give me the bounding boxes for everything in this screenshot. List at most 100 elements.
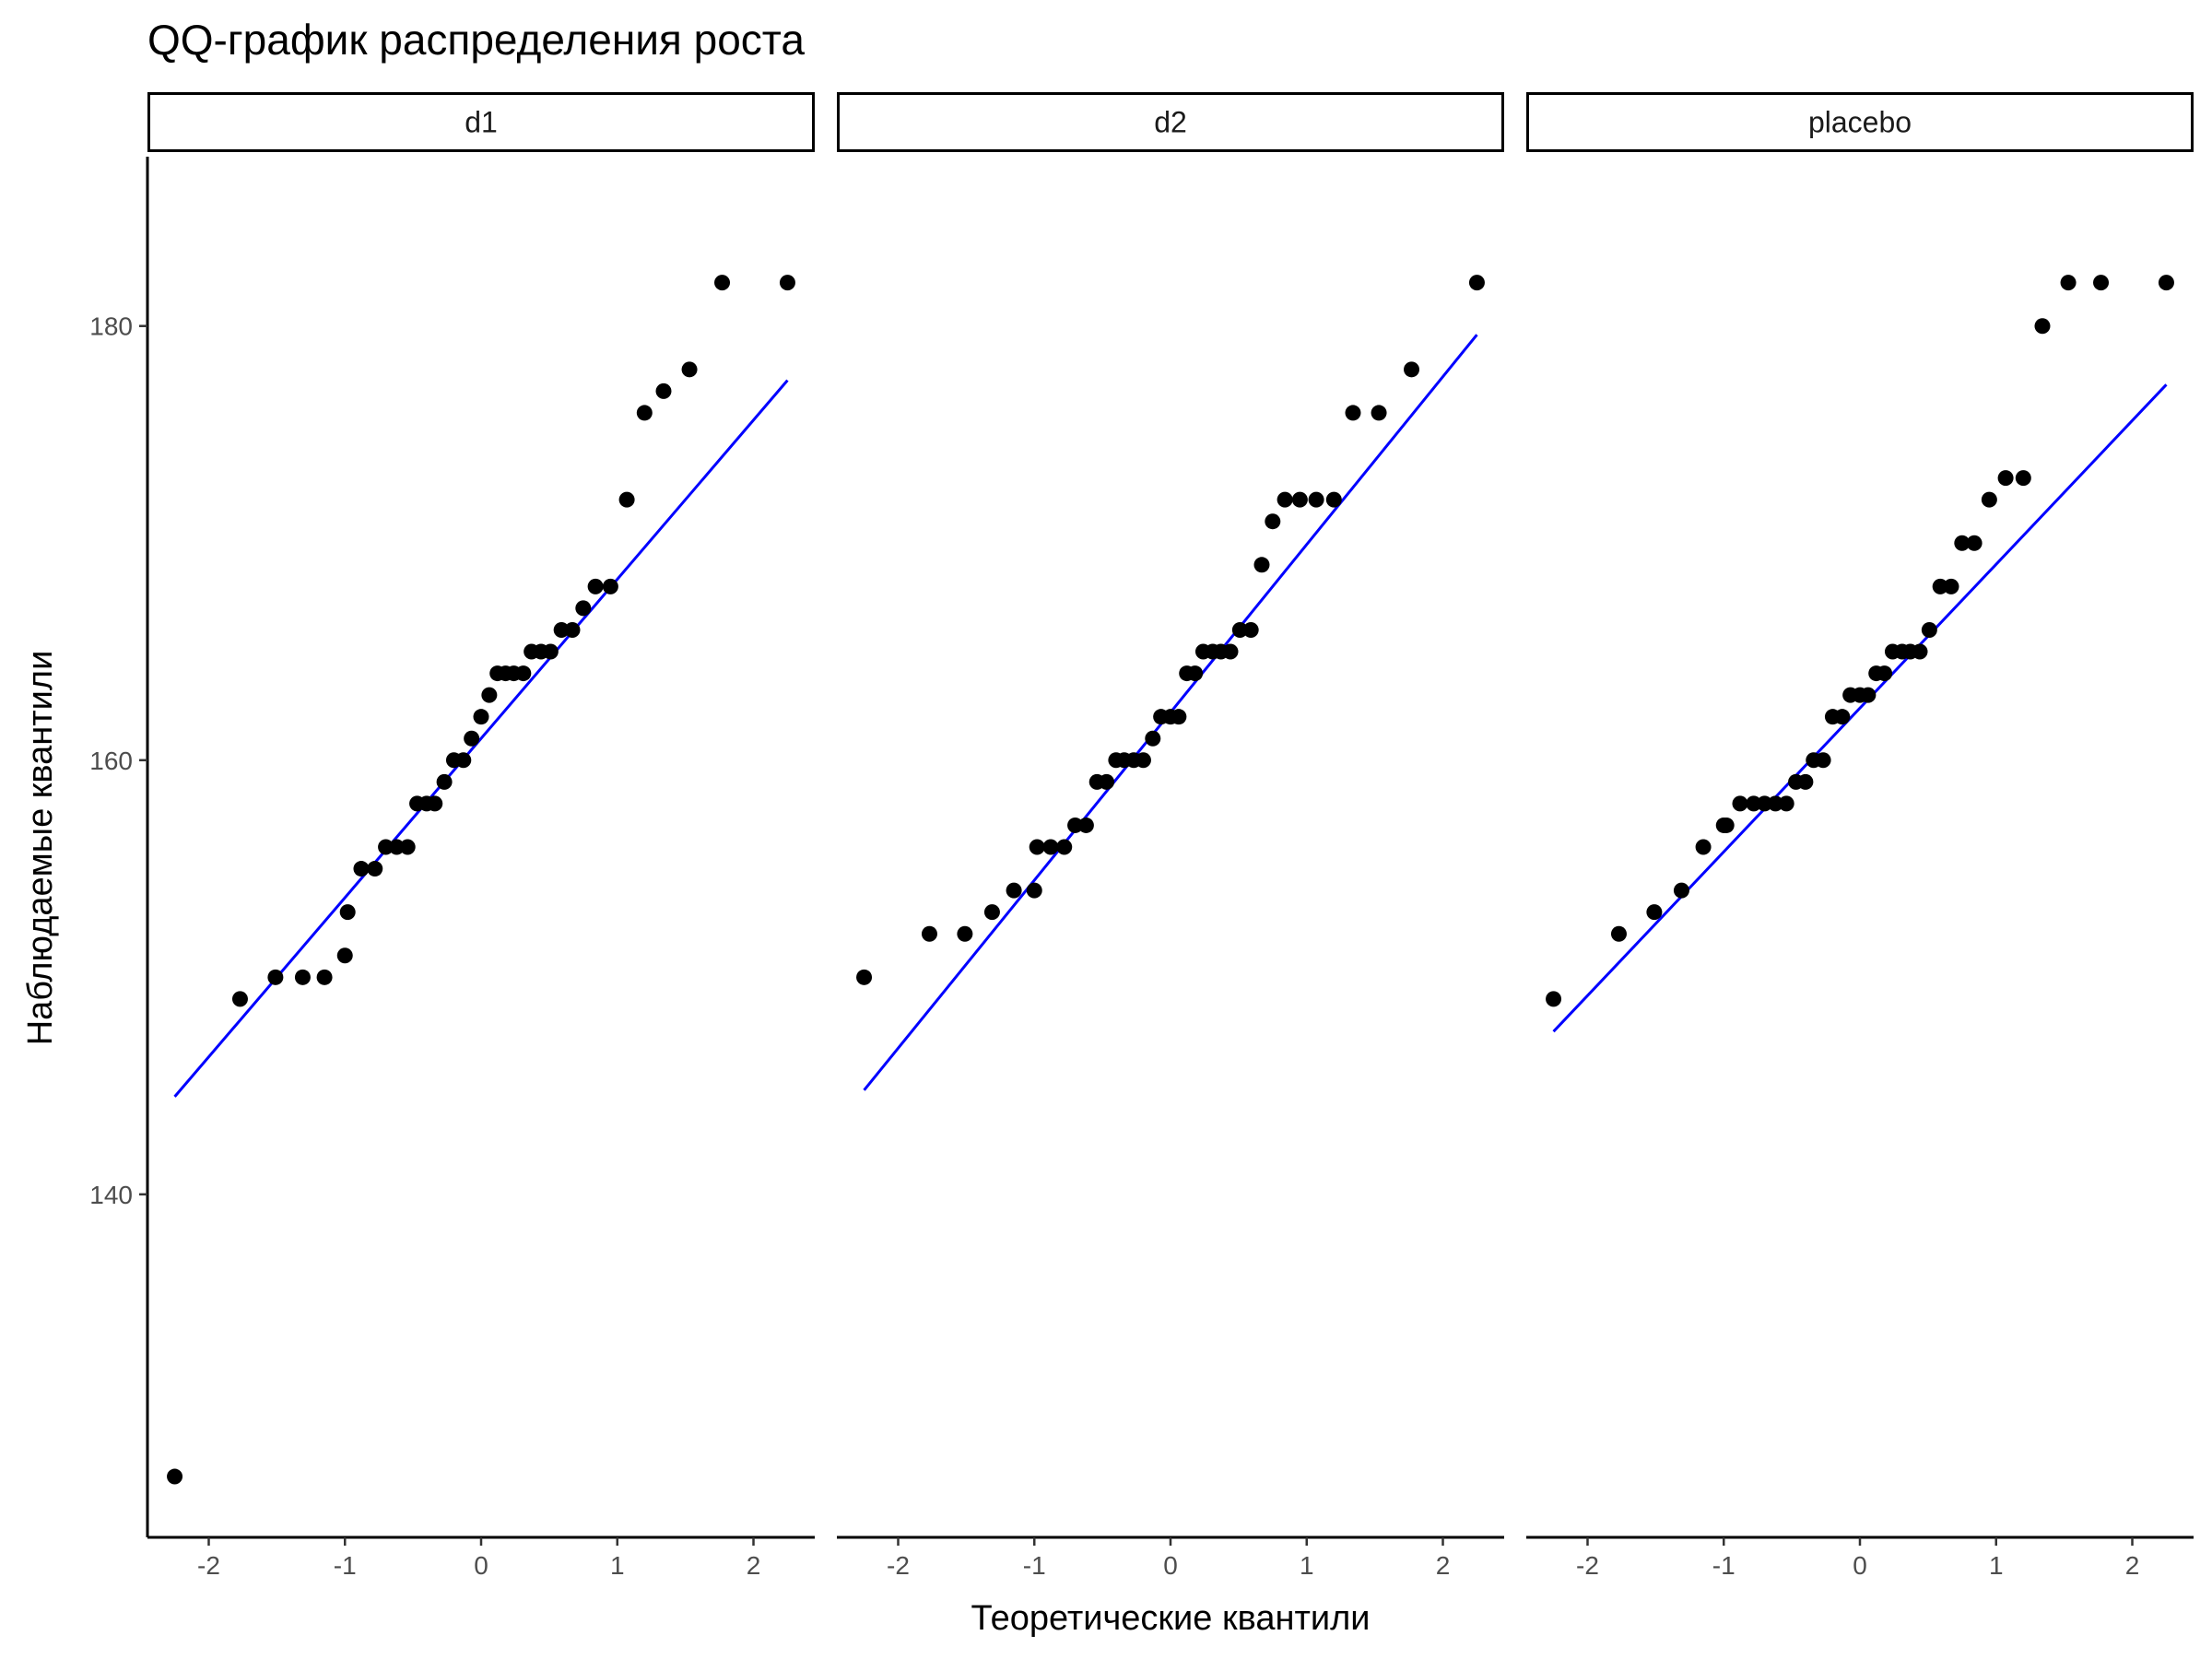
- x-tick-label: 2: [2125, 1551, 2140, 1580]
- panel-d2: d2 -2 -1 0 1 2: [837, 92, 1504, 1580]
- x-tick-label: -2: [887, 1551, 910, 1580]
- data-point: [1222, 643, 1239, 660]
- data-point: [388, 839, 405, 855]
- data-point: [378, 839, 394, 855]
- qq-reference-line: [1552, 383, 2168, 1033]
- data-point: [1404, 361, 1420, 378]
- data-point: [427, 795, 443, 812]
- data-point: [231, 991, 248, 1007]
- data-point: [1277, 491, 1293, 508]
- data-point: [464, 730, 480, 747]
- data-point: [1718, 817, 1735, 833]
- y-tick-label: 180: [89, 312, 133, 341]
- x-tick-label: 0: [1163, 1551, 1178, 1580]
- x-tick-label: -1: [1712, 1551, 1735, 1580]
- x-tick-label: 2: [747, 1551, 761, 1580]
- data-point: [1815, 752, 1831, 769]
- data-point: [267, 969, 284, 985]
- x-tick-label: 0: [1853, 1551, 1867, 1580]
- data-point: [353, 861, 370, 877]
- data-point: [1546, 991, 1562, 1007]
- data-point: [515, 665, 532, 682]
- data-point: [1056, 839, 1073, 855]
- data-point: [1912, 643, 1928, 660]
- y-tick-label: 160: [89, 747, 133, 775]
- y-tick-label: 140: [89, 1181, 133, 1209]
- data-point: [336, 947, 353, 964]
- data-point: [1099, 773, 1115, 790]
- chart-title: QQ-график распределения роста: [147, 16, 805, 64]
- x-tick-label: 1: [1300, 1551, 1314, 1580]
- data-point: [1291, 491, 1308, 508]
- y-axis: 140 160 180: [89, 157, 149, 1537]
- data-point: [1943, 578, 1959, 594]
- data-point: [1932, 578, 1948, 594]
- data-point: [1997, 470, 2014, 487]
- data-point: [564, 621, 581, 638]
- data-point: [1834, 709, 1851, 725]
- x-tick-label: -1: [334, 1551, 357, 1580]
- data-point: [542, 643, 559, 660]
- data-point: [983, 904, 1000, 921]
- data-point: [1242, 621, 1259, 638]
- strip-label: placebo: [1808, 106, 1912, 139]
- x-tick-label: -2: [1576, 1551, 1599, 1580]
- data-point: [481, 687, 498, 703]
- data-point: [1371, 405, 1387, 421]
- y-axis-title: Наблюдаемые квантили: [21, 651, 60, 1046]
- data-point: [1695, 839, 1712, 855]
- data-point: [339, 904, 356, 921]
- data-point: [294, 969, 311, 985]
- data-point: [1610, 925, 1627, 942]
- data-point: [1673, 882, 1689, 899]
- x-tick-label: 2: [1436, 1551, 1451, 1580]
- data-point: [1797, 773, 1814, 790]
- x-tick-label: -1: [1023, 1551, 1046, 1580]
- data-point: [618, 491, 635, 508]
- panel-placebo: placebo -2 -1 0 1 2: [1526, 92, 2194, 1580]
- x-tick-label: 0: [474, 1551, 488, 1580]
- data-point: [2015, 470, 2031, 487]
- data-point: [367, 861, 383, 877]
- data-point: [1732, 795, 1748, 812]
- data-point: [167, 1468, 183, 1485]
- data-point: [1171, 709, 1187, 725]
- panel-d1: d1 -2 -1 0 1 2: [147, 92, 815, 1580]
- data-point: [1145, 730, 1161, 747]
- data-point: [1077, 817, 1094, 833]
- data-point: [1921, 621, 1937, 638]
- data-point: [436, 773, 453, 790]
- data-point: [455, 752, 472, 769]
- data-point: [1767, 795, 1783, 812]
- data-point: [1308, 491, 1324, 508]
- data-point: [1253, 557, 1270, 573]
- data-point: [1981, 491, 1997, 508]
- data-point: [957, 925, 973, 942]
- data-point: [473, 709, 489, 725]
- qq-reference-line: [173, 379, 789, 1098]
- data-point: [1231, 621, 1248, 638]
- data-point: [714, 275, 731, 291]
- x-tick-label: 1: [610, 1551, 625, 1580]
- data-point: [602, 578, 618, 594]
- data-point: [1265, 513, 1281, 530]
- data-point: [575, 600, 592, 617]
- data-point: [1042, 839, 1059, 855]
- data-point: [1325, 491, 1342, 508]
- data-point: [2093, 275, 2110, 291]
- data-point: [1135, 752, 1151, 769]
- x-axis-title: Теоретические квантили: [971, 1599, 1371, 1638]
- data-point: [399, 839, 416, 855]
- data-point: [1345, 405, 1361, 421]
- data-point: [1877, 665, 1893, 682]
- strip-label: d2: [1154, 106, 1187, 139]
- data-point: [553, 621, 570, 638]
- data-point: [1966, 535, 1983, 551]
- data-point: [921, 925, 937, 942]
- data-point: [1954, 535, 1971, 551]
- x-tick-label: 1: [1989, 1551, 2004, 1580]
- data-point: [1757, 795, 1773, 812]
- strip-box: [1526, 92, 2194, 152]
- x-tick-label: -2: [197, 1551, 220, 1580]
- data-point: [316, 969, 333, 985]
